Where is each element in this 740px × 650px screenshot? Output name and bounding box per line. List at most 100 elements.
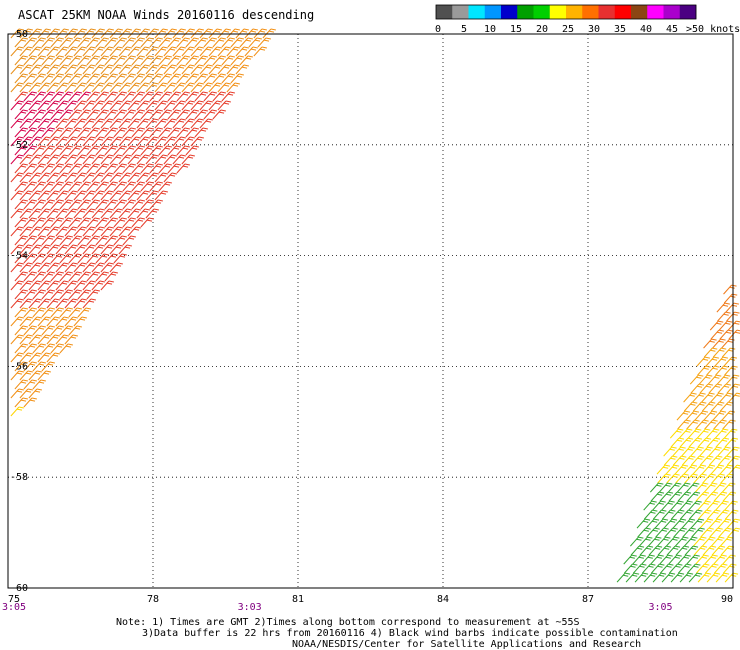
wind-barb (690, 455, 705, 466)
wind-barb (19, 226, 33, 237)
wind-barb (154, 100, 168, 111)
wind-barb (14, 325, 28, 336)
wind-barb (695, 554, 709, 565)
wind-barb (127, 172, 141, 183)
wind-barb (68, 199, 82, 210)
wind-barb (118, 190, 132, 201)
wind-barb (715, 437, 730, 448)
wind-barb (163, 100, 177, 111)
wind-barb (91, 244, 105, 255)
wind-barb (68, 235, 82, 246)
wind-barb (113, 199, 127, 210)
wind-barb (713, 554, 727, 565)
wind-barb (664, 527, 678, 538)
wind-barb (59, 325, 73, 336)
wind-barb (82, 136, 96, 147)
wind-barb (149, 109, 163, 120)
wind-barb (10, 172, 24, 183)
wind-barb (95, 55, 109, 66)
colorbar-cell (647, 5, 664, 19)
wind-barb (172, 136, 186, 147)
wind-barb (86, 163, 100, 174)
wind-barb (77, 307, 91, 318)
wind-barb (650, 554, 664, 565)
wind-barb (19, 46, 33, 57)
wind-barb (14, 361, 28, 372)
wind-barb (59, 109, 73, 120)
colorbar-cell (549, 5, 567, 19)
wind-barb (661, 500, 675, 511)
wind-barb (55, 226, 69, 237)
wind-barb (109, 100, 123, 111)
wind-barb (37, 82, 51, 93)
wind-barb (50, 199, 64, 210)
wind-barb (154, 136, 168, 147)
wind-barb (163, 118, 177, 129)
wind-barb (73, 172, 87, 183)
wind-barb (55, 154, 69, 165)
wind-barb (221, 73, 235, 84)
wind-barb (685, 482, 700, 493)
wind-barb (113, 91, 127, 102)
wind-barb (643, 572, 658, 583)
wind-barb (59, 127, 73, 138)
wind-barb (208, 100, 222, 111)
wind-barb (235, 64, 249, 75)
wind-barb (50, 307, 64, 318)
wind-barb (32, 37, 46, 48)
wind-barb (697, 437, 712, 448)
wind-barb (41, 307, 55, 318)
wind-barb (118, 82, 132, 93)
wind-barb (68, 127, 82, 138)
wind-barb (50, 217, 64, 228)
wind-barb (113, 253, 127, 264)
wind-barb (704, 554, 718, 565)
wind-barb (23, 253, 37, 264)
wind-barb (59, 37, 73, 48)
wind-barb (687, 563, 701, 574)
wind-barb (14, 289, 28, 300)
wind-barb (23, 127, 37, 138)
wind-barb (104, 181, 118, 192)
wind-barb (28, 226, 42, 237)
wind-barb (706, 365, 720, 376)
wind-barb (714, 428, 729, 439)
wind-barb (100, 46, 114, 57)
wind-barb (77, 55, 91, 66)
wind-barb (73, 244, 87, 255)
wind-barb (59, 235, 73, 246)
wind-barb (725, 302, 739, 313)
wind-barb (656, 536, 671, 547)
wind-barb (705, 428, 720, 439)
wind-barb (91, 154, 105, 165)
wind-barb (10, 334, 24, 345)
wind-barb (703, 410, 718, 421)
wind-barb (692, 464, 707, 475)
wind-barb (127, 136, 141, 147)
wind-barb (59, 55, 73, 66)
wind-barb (642, 563, 656, 574)
wind-barb (670, 572, 685, 583)
wind-barb (64, 154, 78, 165)
colorbar-tick-label: 45 (666, 24, 678, 35)
wind-barb (10, 316, 24, 327)
wind-barb (14, 235, 28, 246)
wind-barb (176, 37, 190, 48)
wind-barb (679, 500, 693, 511)
wind-barb (19, 262, 33, 273)
wind-barb (140, 91, 154, 102)
wind-barb (14, 307, 28, 318)
wind-barb (728, 392, 740, 403)
wind-barb (32, 307, 46, 318)
wind-barb (113, 181, 127, 192)
wind-barb (59, 163, 73, 174)
wind-barb (127, 64, 141, 75)
wind-barb (109, 244, 123, 255)
wind-barb (122, 55, 136, 66)
wind-barb (91, 136, 105, 147)
wind-barb (686, 491, 701, 502)
wind-barb (172, 118, 186, 129)
wind-barb (723, 293, 738, 304)
wind-barb (46, 280, 60, 291)
wind-barb (708, 518, 723, 529)
